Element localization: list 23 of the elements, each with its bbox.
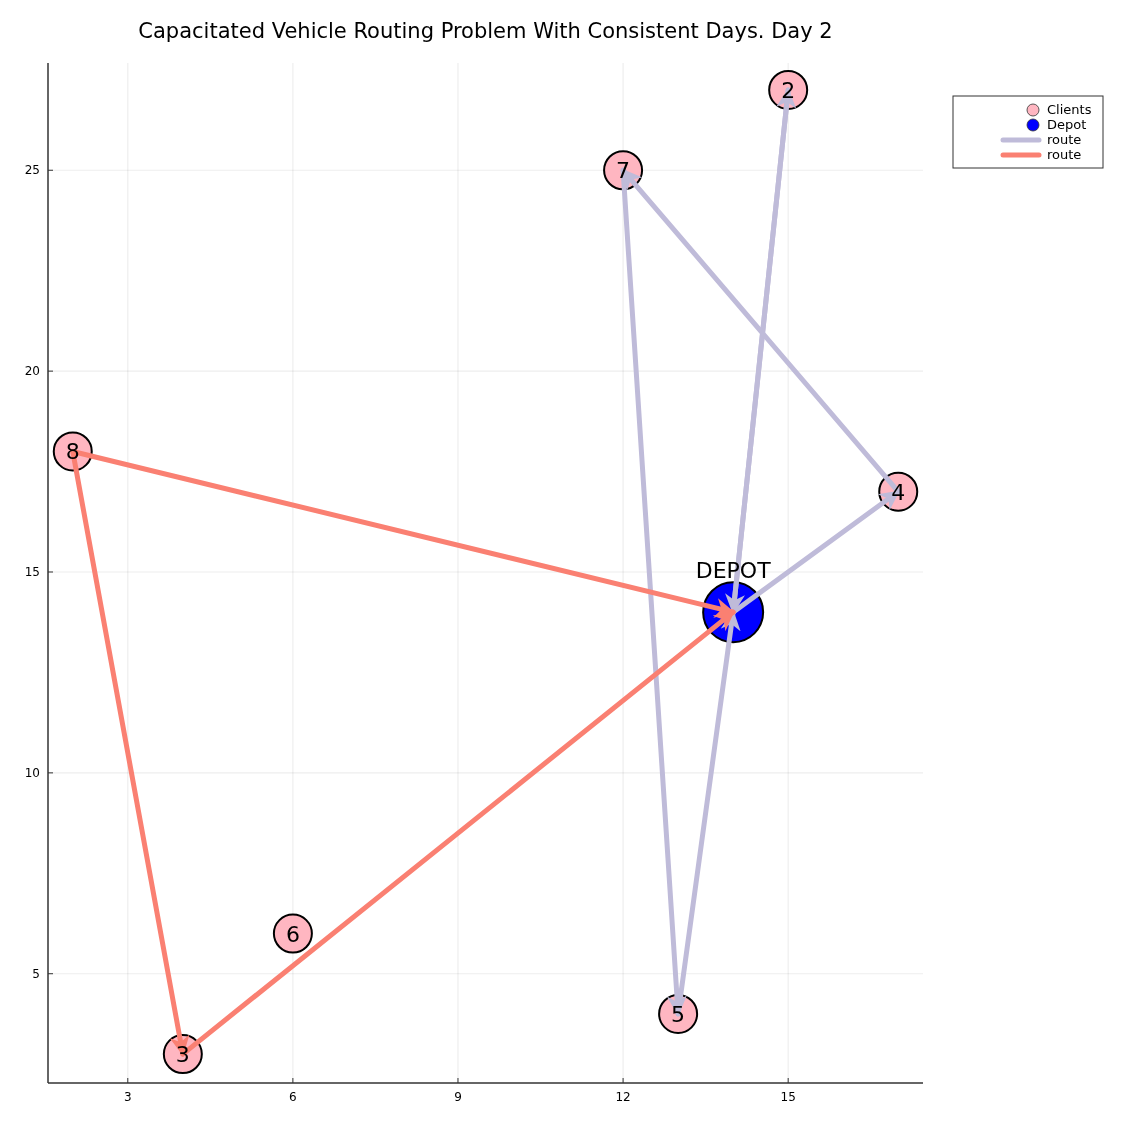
x-tick-label: 15 bbox=[780, 1090, 796, 1104]
annotation: DEPOT bbox=[695, 558, 772, 584]
legend-label: route bbox=[1047, 147, 1082, 162]
annotation: 8 bbox=[65, 439, 80, 465]
annotation: 3 bbox=[175, 1042, 190, 1068]
annotation: 4 bbox=[891, 479, 906, 505]
y-tick-label: 15 bbox=[24, 565, 40, 579]
legend-label: Clients bbox=[1047, 102, 1092, 117]
legend-label: Depot bbox=[1047, 117, 1087, 132]
x-tick-label: 3 bbox=[123, 1090, 132, 1104]
annotation: 2 bbox=[781, 77, 796, 103]
y-tick-label: 20 bbox=[24, 364, 40, 379]
y-tick-label: 25 bbox=[24, 163, 40, 178]
annotation: 6 bbox=[285, 921, 300, 947]
chart-title: Capacitated Vehicle Routing Problem With Consistent Days. Day 2 bbox=[138, 19, 833, 43]
x-tick-label: 9 bbox=[454, 1090, 462, 1104]
annotation: 5 bbox=[671, 1001, 686, 1027]
y-tick-label: 10 bbox=[24, 765, 40, 780]
y-tick-label: 5 bbox=[32, 966, 40, 981]
legend-label: route bbox=[1047, 132, 1082, 147]
x-tick-label: 12 bbox=[615, 1090, 631, 1104]
annotation: 7 bbox=[616, 158, 631, 184]
x-tick-label: 6 bbox=[289, 1090, 297, 1104]
